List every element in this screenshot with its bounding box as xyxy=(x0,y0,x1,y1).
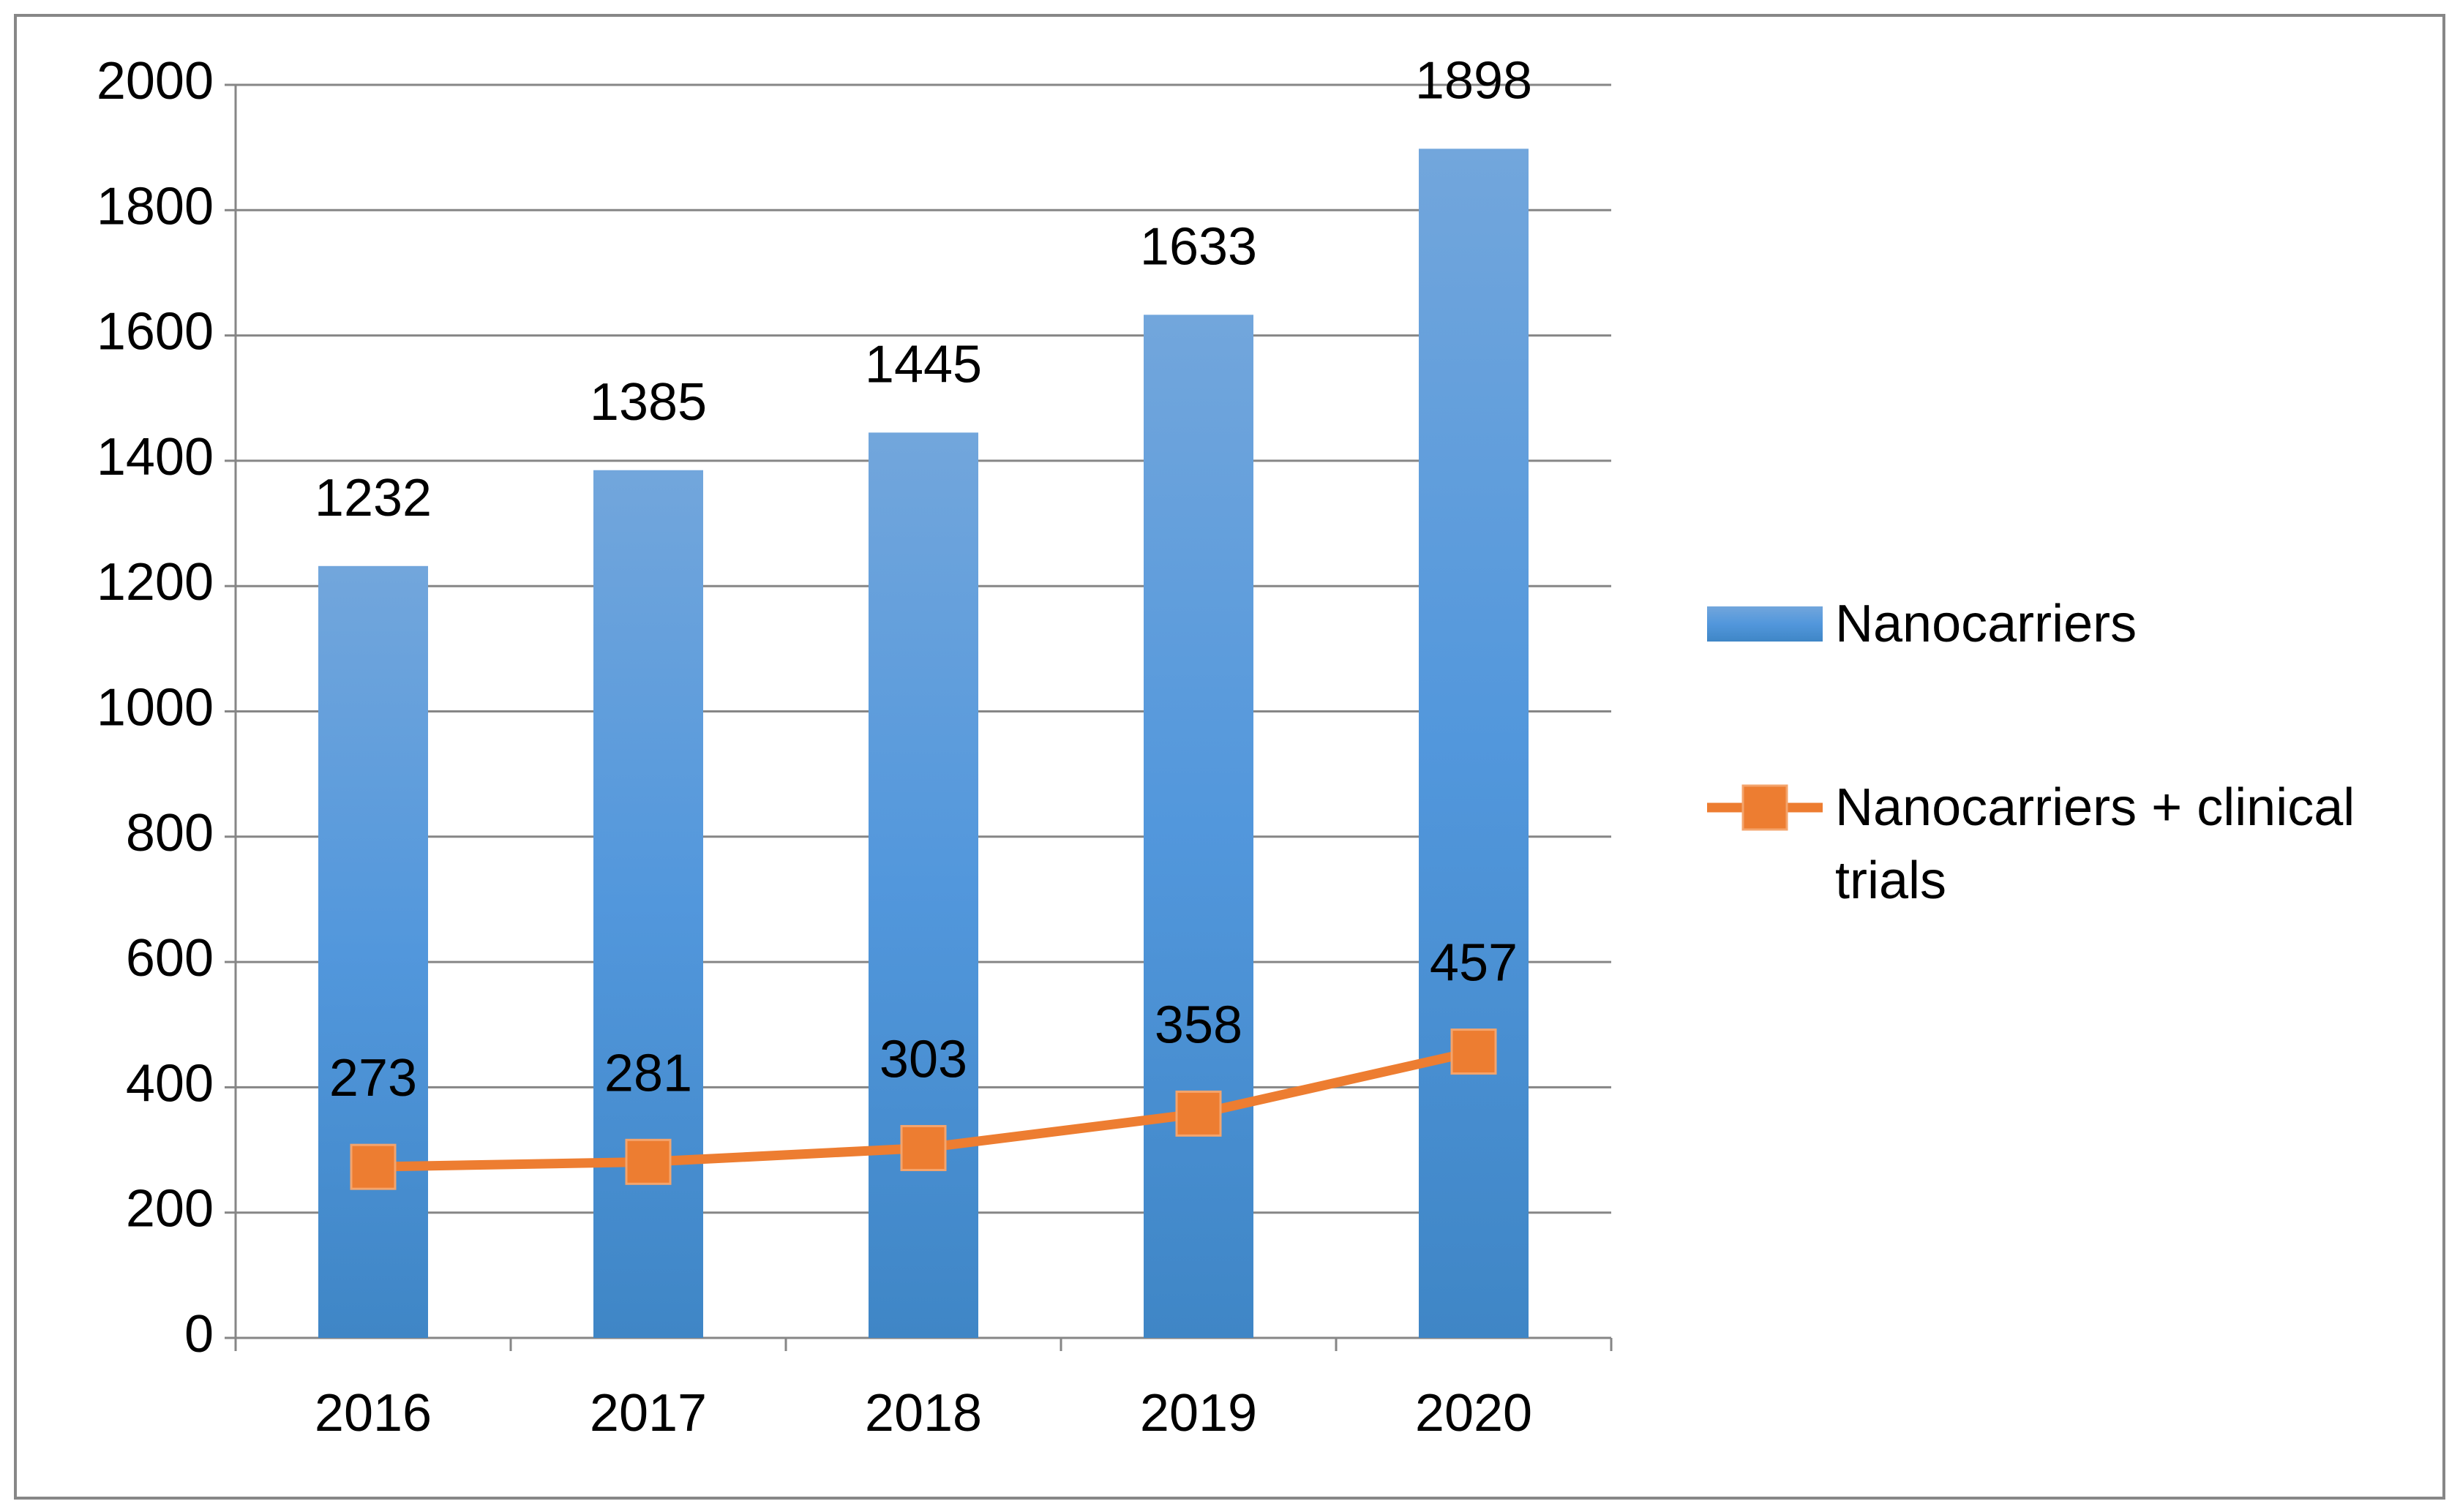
data-label: 457 xyxy=(1430,934,1518,993)
legend-swatch xyxy=(1741,784,1788,831)
y-tick-label: 1600 xyxy=(97,303,214,361)
legend-label: Nanocarriers xyxy=(1835,595,2137,653)
x-tick-label: 2017 xyxy=(590,1384,707,1443)
data-label: 1232 xyxy=(315,469,432,527)
legend-label: Nanocarriers + clinical trials xyxy=(1835,778,2355,910)
y-tick-label: 1200 xyxy=(97,553,214,612)
bar xyxy=(869,432,978,1339)
data-label: 273 xyxy=(329,1049,417,1107)
data-label: 358 xyxy=(1155,996,1242,1054)
line-marker xyxy=(350,1143,397,1190)
line-marker xyxy=(1175,1090,1222,1137)
data-label: 281 xyxy=(604,1044,692,1102)
y-tick-label: 200 xyxy=(126,1180,214,1238)
x-tick-label: 2018 xyxy=(865,1384,982,1443)
bar xyxy=(318,565,428,1338)
y-tick-label: 0 xyxy=(184,1305,214,1364)
y-tick-label: 1000 xyxy=(97,679,214,737)
line-marker xyxy=(625,1138,672,1185)
line-marker xyxy=(900,1124,947,1171)
data-label: 1898 xyxy=(1415,51,1532,110)
y-tick-label: 800 xyxy=(126,804,214,862)
y-tick-label: 400 xyxy=(126,1054,214,1113)
line-marker xyxy=(1450,1028,1497,1075)
data-label: 303 xyxy=(880,1030,967,1088)
legend-swatch xyxy=(1707,606,1823,642)
data-label: 1633 xyxy=(1140,217,1257,276)
bar xyxy=(1419,148,1529,1338)
data-label: 1445 xyxy=(865,335,982,394)
data-label: 1385 xyxy=(590,373,707,432)
x-tick-label: 2019 xyxy=(1140,1384,1257,1443)
chart-border xyxy=(14,14,2445,1500)
x-tick-label: 2016 xyxy=(315,1384,432,1443)
bar xyxy=(1144,315,1253,1339)
y-tick-label: 600 xyxy=(126,929,214,988)
y-tick-label: 2000 xyxy=(97,52,214,110)
bar xyxy=(593,470,703,1338)
x-tick-label: 2020 xyxy=(1415,1384,1532,1443)
y-tick-label: 1800 xyxy=(97,177,214,236)
y-tick-label: 1400 xyxy=(97,428,214,486)
